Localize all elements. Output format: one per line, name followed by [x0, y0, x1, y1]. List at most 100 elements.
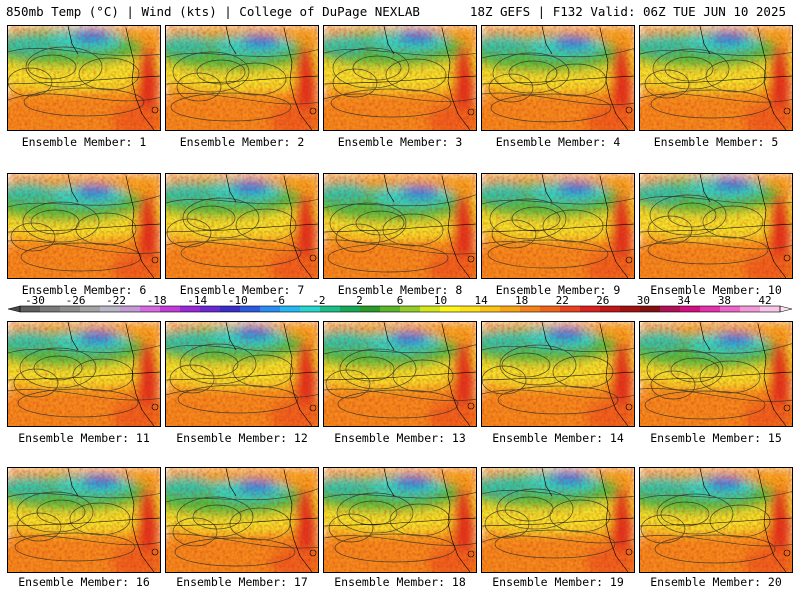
- colorbar-tick-label: 18: [515, 295, 528, 307]
- colorbar-segment: [180, 306, 201, 312]
- ensemble-member-map: [481, 25, 635, 131]
- ensemble-member-label: Ensemble Member: 14: [492, 431, 624, 445]
- ensemble-member-label: Ensemble Member: 20: [650, 575, 782, 589]
- colorbar-segment: [740, 306, 761, 312]
- colorbar-segment: [560, 306, 581, 312]
- ensemble-member-label: Ensemble Member: 7: [179, 283, 305, 297]
- ensemble-member-label: Ensemble Member: 8: [337, 283, 463, 297]
- colorbar-segment: [360, 306, 381, 312]
- ensemble-member-map: [323, 173, 477, 279]
- ensemble-member-label: Ensemble Member: 19: [492, 575, 624, 589]
- colorbar-tick-label: -26: [66, 295, 86, 307]
- ensemble-member-map: [7, 25, 161, 131]
- colorbar-segment: [160, 306, 181, 312]
- ensemble-member-map: [323, 25, 477, 131]
- ensemble-member-label: Ensemble Member: 9: [495, 283, 621, 297]
- colorbar-segment: [60, 306, 81, 312]
- colorbar-segment: [400, 306, 421, 312]
- colorbar-tick-label: -2: [312, 295, 325, 307]
- colorbar-segment: [200, 306, 221, 312]
- ensemble-member-map: [165, 25, 319, 131]
- ensemble-member-map: [165, 467, 319, 573]
- ensemble-member-label: Ensemble Member: 17: [176, 575, 308, 589]
- ensemble-member-label: Ensemble Member: 6: [21, 283, 147, 297]
- colorbar-segment: [760, 306, 781, 312]
- colorbar-segment: [40, 306, 61, 312]
- map-title: 850mb Temp (°C) | Wind (kts) | College o…: [6, 4, 420, 19]
- ensemble-member-map: [639, 321, 793, 427]
- colorbar-segment: [480, 306, 501, 312]
- ensemble-member-label: Ensemble Member: 1: [21, 135, 147, 149]
- colorbar-segment: [380, 306, 401, 312]
- colorbar-tick-label: 34: [677, 295, 691, 307]
- colorbar-tick-label: -30: [25, 295, 45, 307]
- ensemble-member-label: Ensemble Member: 2: [179, 135, 305, 149]
- colorbar-segment: [720, 306, 741, 312]
- colorbar-segment: [20, 306, 41, 312]
- colorbar-segment: [340, 306, 361, 312]
- ensemble-member-map: [639, 173, 793, 279]
- ensemble-member-label: Ensemble Member: 11: [18, 431, 150, 445]
- ensemble-member-label: Ensemble Member: 16: [18, 575, 150, 589]
- colorbar-low-arrow: [7, 305, 21, 313]
- ensemble-member-label: Ensemble Member: 18: [334, 575, 466, 589]
- colorbar-segment: [680, 306, 701, 312]
- colorbar-tick-label: 26: [596, 295, 609, 307]
- colorbar-segment: [660, 306, 681, 312]
- colorbar-tick-label: 2: [356, 295, 363, 307]
- colorbar-high-arrow: [779, 305, 793, 313]
- ensemble-member-map: [481, 173, 635, 279]
- colorbar-segment: [500, 306, 521, 312]
- colorbar-segment: [300, 306, 321, 312]
- temperature-colorbar: -30 -26 -22 -18 -14 -10 -6 -2 2 6 10 14 18 22 26 30 34 38…: [7, 295, 793, 313]
- ensemble-member-map: [7, 467, 161, 573]
- ensemble-member-label: Ensemble Member: 10: [650, 283, 782, 297]
- colorbar-tick-label: 22: [556, 295, 569, 307]
- colorbar-segment: [440, 306, 461, 312]
- colorbar-segment: [220, 306, 241, 312]
- colorbar-tick-label: 14: [474, 295, 488, 307]
- colorbar-segment: [460, 306, 481, 312]
- ensemble-member-map: [7, 321, 161, 427]
- ensemble-member-label: Ensemble Member: 4: [495, 135, 621, 149]
- ensemble-member-map: [323, 321, 477, 427]
- ensemble-member-label: Ensemble Member: 5: [653, 135, 779, 149]
- colorbar-segment: [540, 306, 561, 312]
- colorbar-segment: [80, 306, 101, 312]
- ensemble-member-map: [165, 173, 319, 279]
- colorbar-segment: [100, 306, 121, 312]
- colorbar-segment: [580, 306, 601, 312]
- colorbar-segment: [620, 306, 641, 312]
- colorbar-tick-label: -6: [272, 295, 285, 307]
- ensemble-member-map: [7, 173, 161, 279]
- ensemble-member-map: [639, 467, 793, 573]
- colorbar-tick-label: -22: [106, 295, 126, 307]
- colorbar-segment: [420, 306, 441, 312]
- colorbar-segment: [140, 306, 161, 312]
- colorbar-tick-label: -18: [147, 295, 167, 307]
- colorbar-segment: [260, 306, 281, 312]
- model-run-valid-time: 18Z GEFS | F132 Valid: 06Z TUE JUN 10 20…: [469, 4, 786, 19]
- colorbar-tick-label: -10: [228, 295, 248, 307]
- ensemble-member-label: Ensemble Member: 13: [334, 431, 466, 445]
- colorbar-tick-label: -14: [187, 295, 207, 307]
- ensemble-member-map: [481, 467, 635, 573]
- colorbar-segment: [520, 306, 541, 312]
- colorbar-segment: [600, 306, 621, 312]
- ensemble-member-label: Ensemble Member: 15: [650, 431, 782, 445]
- colorbar-segment: [640, 306, 661, 312]
- colorbar-tick-label: 30: [637, 295, 650, 307]
- ensemble-member-map: [481, 321, 635, 427]
- ensemble-member-map: [323, 467, 477, 573]
- ensemble-member-label: Ensemble Member: 3: [337, 135, 463, 149]
- ensemble-member-map: [165, 321, 319, 427]
- colorbar-segment: [280, 306, 301, 312]
- ensemble-member-label: Ensemble Member: 12: [176, 431, 308, 445]
- colorbar-tick-label: 10: [434, 295, 447, 307]
- colorbar-tick-label: 6: [397, 295, 404, 307]
- colorbar-tick-label: 38: [718, 295, 731, 307]
- colorbar-segment: [700, 306, 721, 312]
- colorbar-segment: [320, 306, 341, 312]
- colorbar-segment: [240, 306, 261, 312]
- ensemble-member-map: [639, 25, 793, 131]
